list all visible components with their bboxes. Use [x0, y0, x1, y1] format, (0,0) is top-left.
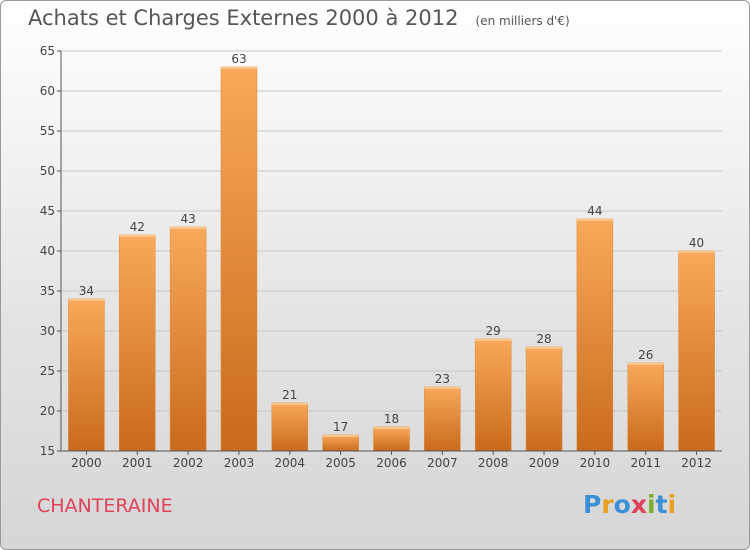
bar: [169, 226, 207, 452]
bar-value-label: 34: [79, 284, 94, 298]
y-tick-label: 30: [40, 324, 55, 338]
bar-highlight: [119, 235, 156, 237]
bar-value-label: 18: [384, 412, 399, 426]
bar-highlight: [68, 299, 105, 301]
bar: [576, 218, 614, 452]
bar: [271, 402, 309, 452]
x-tick-label: 2012: [681, 456, 712, 470]
bar-value-label: 28: [536, 332, 551, 346]
logo-letter: P: [583, 490, 602, 519]
bar-value-label: 17: [333, 420, 348, 434]
y-tick-label: 35: [40, 284, 55, 298]
bar: [678, 250, 715, 452]
bar-highlight: [170, 227, 207, 229]
bar-highlight: [627, 363, 664, 365]
chart-title: Achats et Charges Externes 2000 à 2012: [28, 6, 459, 30]
y-tick-label: 60: [40, 84, 55, 98]
bar-value-label: 44: [587, 204, 602, 218]
logo-letter: t: [655, 490, 668, 519]
bar-value-label: 21: [282, 388, 297, 402]
x-tick-label: 2010: [580, 456, 611, 470]
chart-title-block: Achats et Charges Externes 2000 à 2012 (…: [28, 6, 570, 30]
bar: [424, 386, 461, 452]
commune-name: CHANTERAINE: [37, 495, 173, 517]
logo-letter: r: [601, 490, 614, 519]
y-tick-label: 65: [40, 44, 55, 58]
y-tick-label: 20: [40, 404, 55, 418]
grid-layer: [61, 50, 722, 452]
bar-highlight: [475, 339, 512, 341]
y-tick-label: 55: [40, 124, 55, 138]
bar-highlight: [322, 435, 359, 437]
bar-value-label: 42: [130, 220, 145, 234]
logo-letter: x: [630, 490, 647, 519]
bar-value-label: 40: [689, 236, 704, 250]
bar-highlight: [271, 403, 308, 405]
x-tick-label: 2009: [529, 456, 560, 470]
logo-letter: o: [613, 490, 631, 519]
y-tick-label: 40: [40, 244, 55, 258]
bar: [474, 338, 512, 452]
y-tick-label: 45: [40, 204, 55, 218]
bar-highlight: [678, 251, 715, 253]
bar-value-label: 29: [486, 324, 501, 338]
y-tick-label: 25: [40, 364, 55, 378]
bar-highlight: [526, 347, 563, 349]
logo-letter: i: [667, 490, 677, 519]
x-tick-label: 2003: [224, 456, 255, 470]
bar: [525, 346, 563, 452]
bar-highlight: [220, 67, 257, 69]
proxiti-logo: Proxiti: [583, 490, 676, 519]
bar-value-label: 43: [180, 212, 195, 226]
bar: [322, 434, 359, 452]
x-tick-label: 2000: [71, 456, 102, 470]
bar-value-label: 26: [638, 348, 653, 362]
bar: [68, 298, 105, 452]
x-tick-label: 2006: [376, 456, 407, 470]
bar: [220, 66, 258, 452]
y-tick-label: 50: [40, 164, 55, 178]
logo-letter: i: [647, 490, 656, 519]
x-tick-label: 2011: [630, 456, 661, 470]
x-tick-label: 2004: [275, 456, 306, 470]
y-tick-label: 15: [40, 444, 55, 458]
bar: [627, 362, 664, 452]
x-tick-label: 2002: [173, 456, 204, 470]
bar: [119, 234, 156, 452]
bar-highlight: [373, 427, 410, 429]
x-tick-label: 2001: [122, 456, 153, 470]
axis-layer: 15 20 25 30 35 40 45 50 55 60 65 2000 2001 2002 2003 20…: [40, 44, 722, 470]
bar-layer: 34 42 43 63 21 17 18 23 29 28 44 26 40: [68, 52, 715, 452]
x-tick-label: 2005: [325, 456, 356, 470]
bar-value-label: 63: [231, 52, 246, 66]
bar-value-label: 23: [435, 372, 450, 386]
bar: [373, 426, 410, 452]
x-tick-label: 2008: [478, 456, 509, 470]
chart-unit: (en milliers d'€): [475, 14, 570, 28]
bar-highlight: [576, 219, 613, 221]
x-tick-label: 2007: [427, 456, 458, 470]
bar-highlight: [424, 387, 461, 389]
